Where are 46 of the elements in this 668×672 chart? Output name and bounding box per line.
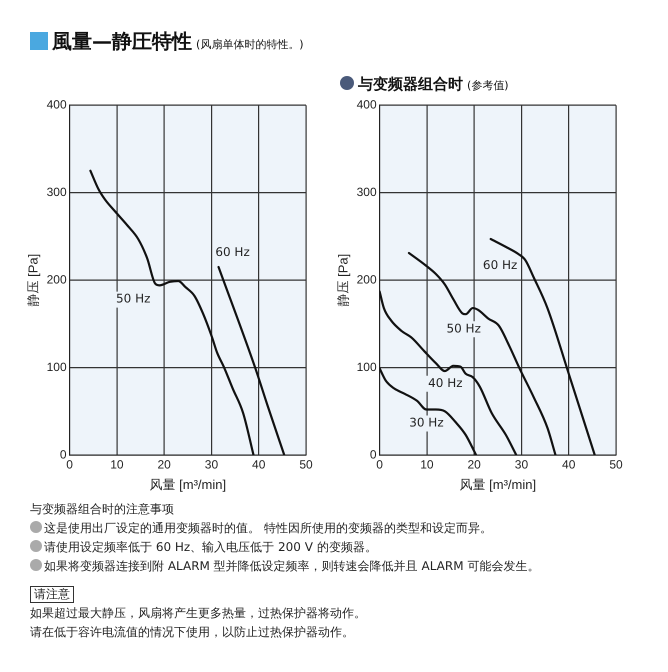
y-axis-title: 静压 [Pa] bbox=[25, 254, 40, 306]
y-tick-label: 300 bbox=[46, 184, 67, 199]
line-series bbox=[408, 252, 557, 455]
x-tick-label: 50 bbox=[609, 458, 623, 472]
text: 这是使用出厂设定的通用变频器时的值。 特性因所使用的变频器的类型和设定而异。 bbox=[44, 521, 492, 535]
x-tick-label: 10 bbox=[420, 458, 434, 472]
x-axis-title: 风量 [m³/min] bbox=[460, 476, 536, 492]
y-tick-label: 100 bbox=[46, 360, 67, 374]
y-axis-title: 静压 [Pa] bbox=[335, 254, 350, 306]
y-tick-label: 100 bbox=[356, 360, 377, 374]
series-label: 30 Hz bbox=[409, 416, 444, 430]
x-axis-title: 风量 [m³/min] bbox=[150, 476, 226, 492]
y-tick-label: 300 bbox=[356, 184, 377, 199]
x-tick-label: 30 bbox=[514, 458, 528, 472]
line-series bbox=[217, 266, 286, 455]
chart-subtitle: (参考值) bbox=[467, 79, 509, 92]
line-series bbox=[380, 367, 478, 455]
x-tick-label: 40 bbox=[562, 458, 576, 472]
y-tick-label: 0 bbox=[370, 447, 377, 462]
y-tick-label: 200 bbox=[46, 272, 67, 286]
line-series bbox=[380, 290, 518, 455]
x-tick-label: 30 bbox=[204, 458, 218, 472]
y-tick-label: 0 bbox=[60, 447, 67, 462]
series-label: 50 Hz bbox=[446, 321, 481, 336]
text: 请在低于容许电流值的情况下使用，以防止过热保护器动作。 bbox=[30, 625, 354, 639]
x-tick-label: 20 bbox=[157, 458, 172, 472]
y-tick-label: 400 bbox=[46, 98, 67, 112]
y-tick-label: 200 bbox=[356, 272, 377, 286]
x-tick-label: 50 bbox=[299, 458, 313, 472]
text: 请使用设定频率低于 60 Hz、输入电压低于 200 V 的变频器。 bbox=[44, 540, 377, 554]
series-label: 60 Hz bbox=[482, 258, 518, 272]
series-label: 50 Hz bbox=[116, 292, 150, 306]
y-tick-label: 400 bbox=[356, 98, 377, 112]
chart-title: 与变频器组合时 bbox=[358, 75, 463, 93]
chart-subtitle: (风扇单体时的特性。) bbox=[196, 38, 304, 51]
text: 如果超过最大静压，风扇将产生更多热量，过热保护器将动作。 bbox=[30, 606, 366, 620]
chart-title: 風量—静圧特性 bbox=[52, 29, 192, 53]
x-tick-label: 10 bbox=[110, 458, 124, 472]
text: 与变频器组合时的注意事项 bbox=[30, 502, 174, 516]
x-tick-label: 20 bbox=[467, 458, 482, 472]
series-label: 60 Hz bbox=[215, 245, 250, 260]
text: 如果将变频器连接到附 ALARM 型并降低设定频率，则转速会降低并且 ALARM 可能会发生。 bbox=[44, 559, 540, 573]
text: 请注意 bbox=[30, 586, 74, 603]
line-series bbox=[89, 170, 255, 455]
x-tick-label: 40 bbox=[252, 458, 266, 472]
series-label: 40 Hz bbox=[428, 376, 463, 390]
